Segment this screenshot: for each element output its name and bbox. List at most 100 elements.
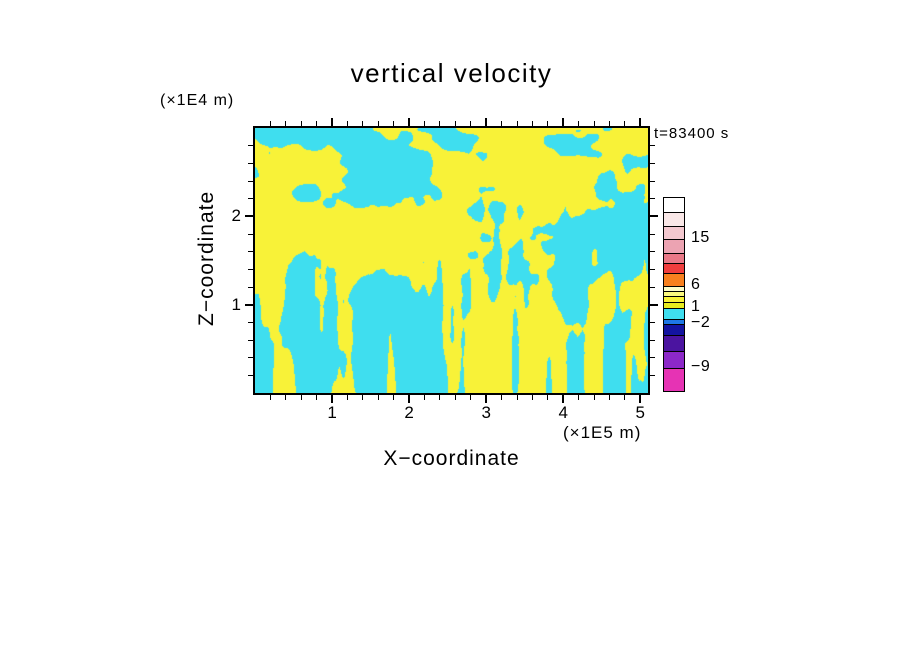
axis-tick: [248, 233, 253, 235]
axis-tick: [285, 121, 287, 126]
time-annotation: t=83400 s: [654, 125, 730, 142]
axis-tick: [578, 395, 580, 400]
axis-tick: [316, 395, 318, 400]
colorbar-tick-label: −2: [691, 314, 711, 331]
colorbar-segment: [664, 302, 684, 308]
axis-tick: [346, 121, 348, 126]
x-axis-units-label: (×1E5 m): [563, 423, 642, 442]
y-axis-title: Z−coordinate: [195, 190, 218, 327]
axis-tick: [485, 395, 488, 403]
axis-tick: [248, 268, 253, 270]
axis-tick: [377, 121, 379, 126]
y-axis-units-label: (×1E4 m): [160, 92, 235, 109]
axis-tick: [516, 395, 518, 400]
axis-tick: [516, 121, 518, 126]
axis-tick: [408, 395, 411, 403]
plot-frame: [253, 126, 650, 395]
colorbar-segment: [664, 291, 684, 296]
colorbar-segment: [664, 286, 684, 291]
axis-tick: [454, 395, 456, 400]
axis-tick: [650, 374, 655, 376]
colorbar-tick-label: 1: [691, 298, 701, 315]
colorbar-segment: [664, 212, 684, 226]
axis-tick: [485, 118, 488, 126]
chart-title: vertical velocity: [350, 58, 553, 88]
axis-tick: [454, 121, 456, 126]
axis-tick: [245, 303, 253, 306]
colorbar-labels: 15 6 1 −2 −9: [691, 197, 731, 390]
axis-tick: [531, 395, 533, 400]
colorbar-segment: [664, 239, 684, 253]
axis-tick: [248, 321, 253, 323]
colorbar: [663, 197, 685, 392]
colorbar-segment: [664, 253, 684, 263]
axis-tick: [650, 215, 658, 218]
axis-tick: [408, 118, 411, 126]
axis-tick: [531, 121, 533, 126]
axis-tick: [393, 121, 395, 126]
axis-tick: [501, 395, 503, 400]
x-tick-label: 5: [635, 403, 646, 422]
x-tick-label: 4: [558, 403, 568, 422]
x-axis-title: X−coordinate: [383, 447, 520, 470]
axis-tick: [248, 286, 253, 288]
axis-tick: [470, 395, 472, 400]
axis-tick: [300, 395, 302, 400]
colorbar-segment: [664, 308, 684, 319]
axis-tick: [608, 395, 610, 400]
colorbar-segment: [664, 273, 684, 286]
axis-tick: [624, 395, 626, 400]
colorbar-tick-label: 6: [691, 276, 701, 293]
axis-tick: [650, 303, 658, 306]
axis-tick: [424, 121, 426, 126]
axis-tick: [650, 180, 655, 182]
axis-tick: [439, 395, 441, 400]
axis-tick: [578, 121, 580, 126]
axis-tick: [562, 395, 565, 403]
axis-tick: [331, 395, 334, 403]
axis-tick: [424, 395, 426, 400]
velocity-field-canvas: [255, 128, 648, 393]
colorbar-segment: [664, 198, 684, 212]
axis-tick: [248, 339, 253, 341]
axis-tick: [650, 162, 655, 164]
y-tick-label: 2: [231, 206, 241, 226]
axis-tick: [547, 121, 549, 126]
axis-tick: [639, 118, 642, 126]
axis-tick: [650, 268, 655, 270]
axis-tick: [346, 395, 348, 400]
colorbar-segment: [664, 319, 684, 324]
x-tick-label: 2: [404, 403, 414, 422]
axis-tick: [269, 395, 271, 400]
axis-tick: [650, 357, 655, 359]
axis-tick: [248, 198, 253, 200]
axis-tick: [562, 118, 565, 126]
axis-tick: [547, 395, 549, 400]
axis-tick: [650, 321, 655, 323]
axis-tick: [248, 162, 253, 164]
axis-tick: [639, 395, 642, 403]
axis-tick: [331, 118, 334, 126]
axis-tick: [593, 121, 595, 126]
colorbar-tick-label: −9: [691, 358, 711, 375]
axis-tick: [650, 233, 655, 235]
axis-tick: [377, 395, 379, 400]
plot-area: 1 2 3 4 5 1 2: [232, 118, 658, 422]
axis-tick: [650, 286, 655, 288]
colorbar-segment: [664, 263, 684, 273]
axis-tick: [316, 121, 318, 126]
x-tick-label: 1: [327, 403, 337, 422]
axis-tick: [650, 339, 655, 341]
axis-tick: [650, 251, 655, 253]
axis-tick: [439, 121, 441, 126]
axis-tick: [362, 121, 364, 126]
axis-tick: [300, 121, 302, 126]
axis-tick: [269, 121, 271, 126]
axis-tick: [393, 395, 395, 400]
axis-tick: [248, 180, 253, 182]
y-tick-label: 1: [231, 294, 241, 314]
axis-tick: [248, 145, 253, 147]
axis-tick: [650, 145, 655, 147]
colorbar-segment: [664, 324, 684, 335]
